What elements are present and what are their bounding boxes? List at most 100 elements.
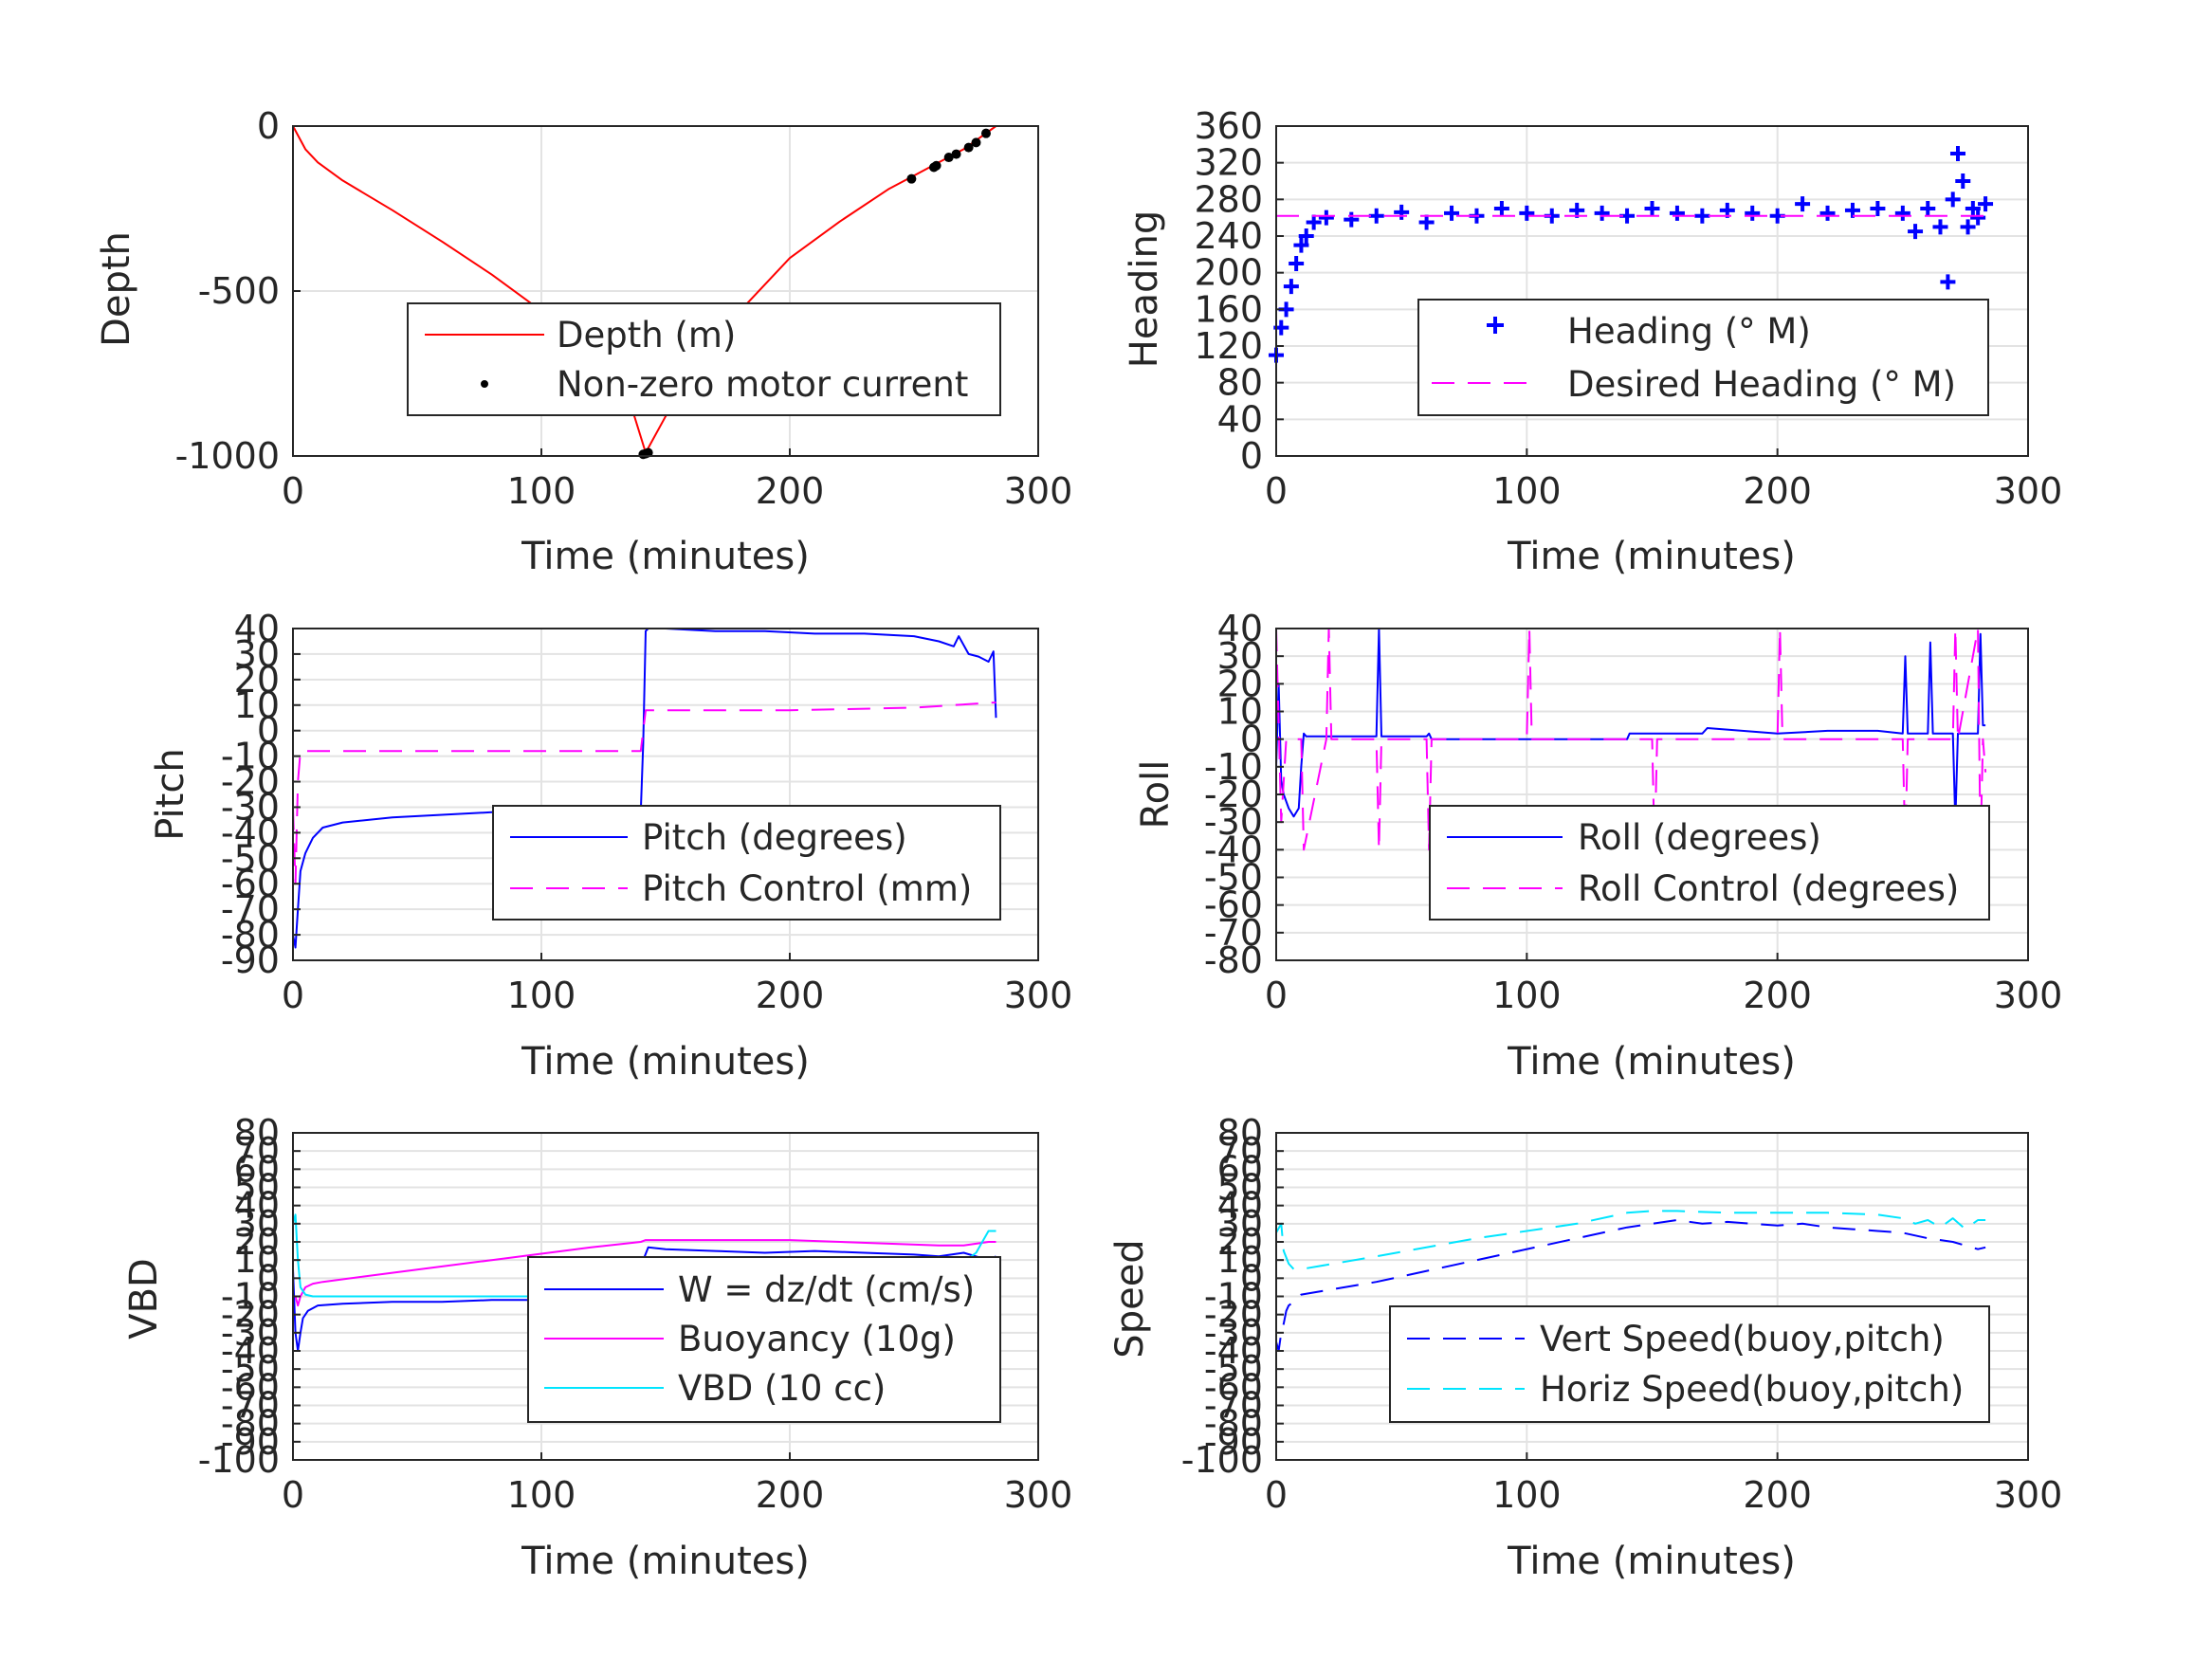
y-tick-label: 30: [1217, 635, 1263, 677]
y-tick-label: -30: [1204, 801, 1263, 843]
y-tick-label: 40: [1217, 398, 1263, 440]
legend-speed: Vert Speed(buoy,pitch) Horiz Speed(buoy,…: [1389, 1305, 1990, 1423]
y-tick-label: 40: [234, 608, 280, 649]
y-tick-label: 50: [1217, 1167, 1263, 1209]
data-point: [1318, 210, 1334, 226]
y-tick-label: 30: [1217, 1203, 1263, 1245]
axes-frame-heading: [1275, 125, 2029, 457]
legend-roll: Roll (degrees) Roll Control (degrees): [1429, 805, 1990, 921]
legend-label-vbd: VBD (10 cc): [678, 1368, 886, 1409]
data-point: [980, 128, 991, 138]
data-point: [1669, 205, 1685, 221]
y-tick-label: 70: [234, 1130, 280, 1172]
y-tick-label: 80: [1217, 1112, 1263, 1154]
legend-label-pitch: Pitch (degrees): [642, 817, 907, 858]
y-tick-label: -40: [1204, 1330, 1263, 1372]
data-point: [1368, 208, 1384, 224]
y-tick-label: 10: [234, 684, 280, 726]
data-point: [1819, 205, 1836, 221]
x-tick-label: 0: [282, 470, 304, 512]
x-tick-label: 100: [507, 1474, 576, 1516]
panel-roll: 0 100 200 300-80-70-60-50-40-30-20-10010203…: [1134, 608, 2062, 1084]
data-point: [1945, 191, 1961, 208]
legend-box-speed: [1389, 1305, 1990, 1423]
y-tick-label: -40: [1204, 829, 1263, 870]
y-tick-label: 0: [1240, 435, 1263, 477]
y-tick-label: -50: [221, 837, 280, 879]
legend-label-vert-speed: Vert Speed(buoy,pitch): [1540, 1319, 1945, 1359]
panel-pitch: 0 100 200 300-90-80-70-60-50-40-30-20-10010…: [149, 608, 1072, 1084]
y-axis-label-speed: Speed: [1108, 1239, 1152, 1358]
x-tick-label: 200: [1743, 470, 1812, 512]
y-tick-label: 240: [1194, 215, 1263, 257]
legend-pitch: Pitch (degrees) Pitch Control (mm): [492, 805, 1001, 921]
y-axis-label-vbd: VBD: [122, 1258, 166, 1340]
y-tick-label: -60: [1204, 1366, 1263, 1408]
data-point: [1920, 201, 1936, 216]
legend-label-heading: Heading (° M): [1567, 311, 1811, 352]
y-axis-label-roll: Roll: [1134, 760, 1178, 830]
ticks-vbd: 0 100 200 300-100-90-80-70-60-50-40-30-20-1…: [198, 1112, 1073, 1516]
data-point: [963, 142, 974, 153]
y-tick-label: -10: [1204, 1276, 1263, 1318]
axes-frame-pitch: [292, 628, 1039, 961]
data-point: [1298, 228, 1314, 244]
data-point: [1955, 173, 1971, 189]
x-tick-label: 0: [282, 975, 304, 1016]
y-tick-label: -40: [221, 811, 280, 853]
data-point: [1940, 274, 1956, 290]
y-tick-label: -60: [1204, 884, 1263, 926]
y-tick-label: -10: [1204, 746, 1263, 788]
y-tick-label: -50: [221, 1348, 280, 1390]
plot-speed: [1275, 1210, 1986, 1352]
y-tick-label: 0: [257, 105, 280, 147]
y-tick-label: -50: [1204, 857, 1263, 899]
data-point: [971, 137, 981, 148]
legend-vbd: W = dz/dt (cm/s) Buoyancy (10g) VBD (10 …: [527, 1256, 1001, 1423]
data-point: [1932, 219, 1948, 235]
y-tick-label: 0: [257, 710, 280, 752]
x-tick-label: 0: [1265, 975, 1288, 1016]
y-tick-label: 60: [1217, 1148, 1263, 1190]
y-tick-label: -30: [1204, 1312, 1263, 1354]
data-point: [1644, 201, 1660, 216]
x-tick-label: 100: [1492, 470, 1562, 512]
y-tick-label: -20: [221, 1294, 280, 1336]
plot-heading: [1269, 146, 1994, 363]
legend-label-horiz-speed: Horiz Speed(buoy,pitch): [1540, 1369, 1964, 1410]
legend-box-depth: [407, 302, 1001, 416]
legend-heading: Heading (° M) Desired Heading (° M): [1417, 299, 1989, 416]
y-tick-label: 280: [1194, 178, 1263, 220]
y-tick-label: 0: [1240, 719, 1263, 760]
x-axis-label-heading: Time (minutes): [1507, 535, 1796, 578]
data-point: [1306, 214, 1322, 230]
data-point: [943, 153, 954, 163]
y-axis-label-depth: Depth: [95, 231, 138, 347]
y-tick-label: -30: [221, 786, 280, 828]
panel-speed: 0 100 200 300-100-90-80-70-60-50-40-30-20-1…: [1108, 1112, 2062, 1583]
x-tick-label: 100: [1492, 1474, 1562, 1516]
data-point: [1418, 214, 1435, 230]
y-tick-label: -60: [221, 1366, 280, 1408]
data-point: [1289, 256, 1305, 271]
y-tick-label: 360: [1194, 105, 1263, 147]
x-tick-label: 200: [756, 470, 825, 512]
y-tick-label: 20: [234, 659, 280, 701]
x-tick-label: 300: [1004, 1474, 1073, 1516]
y-tick-label: -20: [221, 761, 280, 803]
y-tick-label: -20: [1204, 1294, 1263, 1336]
x-tick-label: 200: [756, 1474, 825, 1516]
y-tick-label: -80: [1204, 1403, 1263, 1445]
x-tick-label: 200: [1743, 1474, 1812, 1516]
y-tick-label: -40: [221, 1330, 280, 1372]
legend-label-desired-heading: Desired Heading (° M): [1567, 364, 1956, 405]
x-tick-label: 0: [1265, 1474, 1288, 1516]
data-point: [1444, 205, 1460, 221]
y-tick-label: 120: [1194, 325, 1263, 367]
legend-box-heading: [1417, 299, 1989, 416]
ticks-roll: 0 100 200 300-80-70-60-50-40-30-20-10010203…: [1204, 608, 2062, 1016]
x-axis-label-roll: Time (minutes): [1507, 1040, 1796, 1084]
y-axis-label-pitch: Pitch: [149, 748, 192, 840]
